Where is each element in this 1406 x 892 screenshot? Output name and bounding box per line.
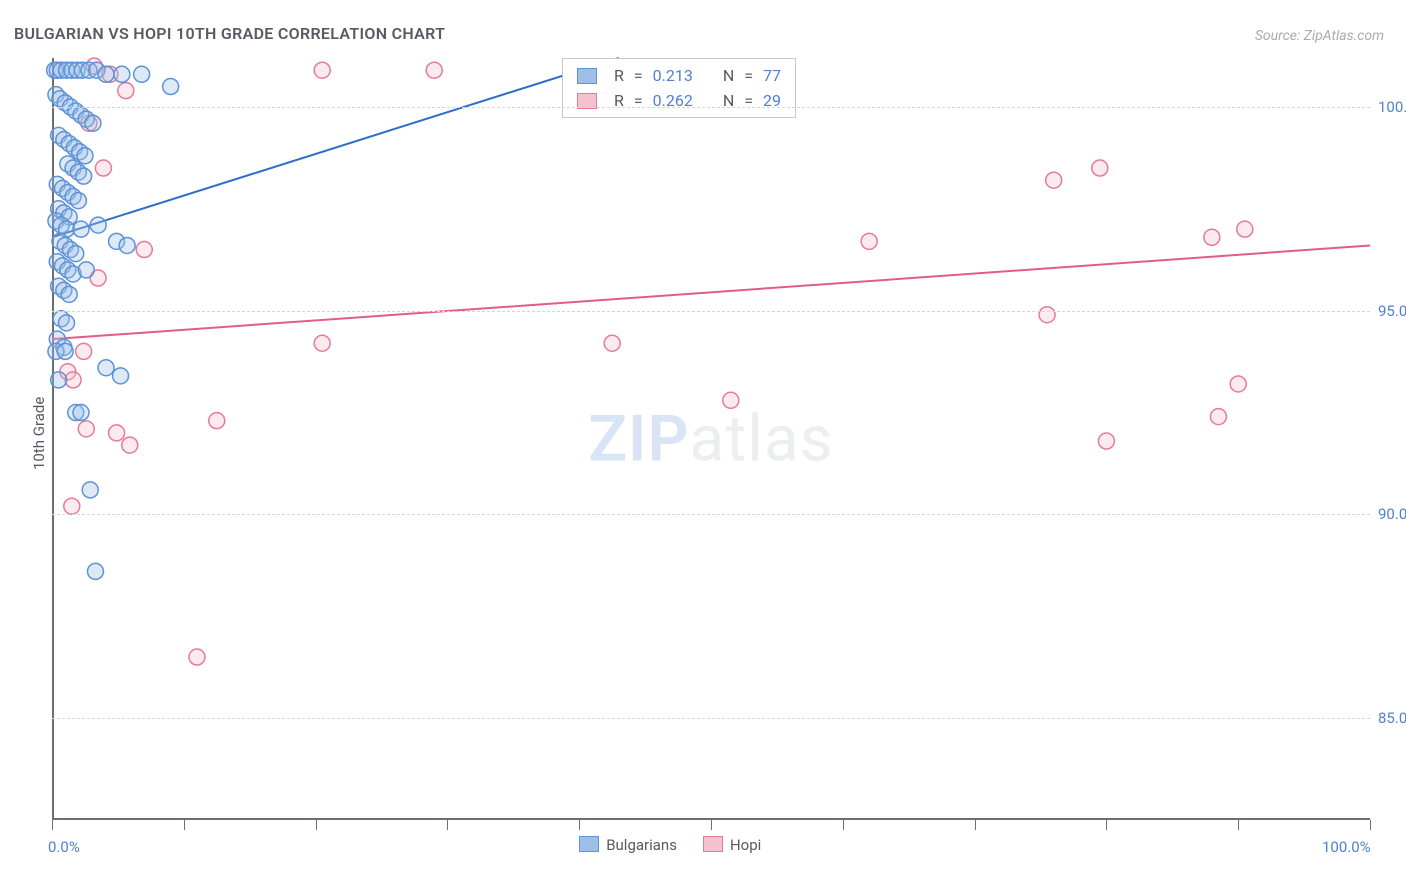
hopi-marker (209, 413, 225, 429)
bulgarians-marker (73, 221, 89, 237)
hopi-marker (64, 498, 80, 514)
plot-svg (52, 58, 1370, 820)
hopi-marker (76, 343, 92, 359)
x-tick (579, 820, 580, 830)
corr-eq: = (744, 66, 753, 85)
corr-r-value-bulgarians: 0.213 (653, 66, 693, 85)
bulgarians-marker (114, 66, 130, 82)
x-tick (711, 820, 712, 830)
legend-item-hopi: Hopi (703, 836, 761, 854)
hopi-marker (109, 425, 125, 441)
hopi-marker (1098, 433, 1114, 449)
bulgarians-marker (98, 360, 114, 376)
bulgarians-marker (70, 193, 86, 209)
hopi-marker (189, 649, 205, 665)
x-tick (975, 820, 976, 830)
hopi-marker (1039, 307, 1055, 323)
bulgarians-marker (68, 246, 84, 262)
bulgarians-trend-line (52, 58, 619, 237)
hopi-marker (314, 335, 330, 351)
bulgarians-marker (119, 237, 135, 253)
corr-r-label: R (614, 66, 624, 85)
corr-n-value-bulgarians: 77 (763, 66, 781, 85)
bulgarians-marker (87, 563, 103, 579)
chart-container: BULGARIAN VS HOPI 10TH GRADE CORRELATION… (0, 0, 1406, 892)
bulgarians-marker (58, 315, 74, 331)
bulgarians-marker (77, 148, 93, 164)
x-tick (52, 820, 53, 830)
hopi-marker (861, 233, 877, 249)
bulgarians-marker (113, 368, 129, 384)
x-axis-min-label: 0.0% (48, 838, 80, 856)
x-tick (447, 820, 448, 830)
legend-item-bulgarians: Bulgarians (579, 836, 677, 854)
legend-label-hopi: Hopi (730, 836, 761, 854)
bulgarians-marker (85, 115, 101, 131)
bulgarians-marker (61, 286, 77, 302)
chart-title: BULGARIAN VS HOPI 10TH GRADE CORRELATION… (14, 24, 445, 43)
hopi-marker (314, 62, 330, 78)
hopi-marker (78, 421, 94, 437)
hopi-marker (1046, 172, 1062, 188)
series-legend: Bulgarians Hopi (579, 836, 761, 854)
hopi-marker (1237, 221, 1253, 237)
legend-swatch-bulgarians (579, 836, 599, 852)
grid-line (52, 311, 1370, 312)
x-axis-max-label: 100.0% (1322, 838, 1371, 856)
corr-swatch-bulgarians (577, 68, 597, 84)
grid-line (52, 514, 1370, 515)
hopi-marker (426, 62, 442, 78)
hopi-marker (1210, 409, 1226, 425)
corr-eq: = (634, 66, 643, 85)
x-tick (1238, 820, 1239, 830)
bulgarians-marker (163, 79, 179, 95)
hopi-marker (95, 160, 111, 176)
bulgarians-marker (76, 168, 92, 184)
x-tick (1370, 820, 1371, 830)
corr-row-hopi: R = 0.262N = 29 (563, 88, 795, 113)
bulgarians-marker (134, 66, 150, 82)
hopi-trend-line (52, 245, 1370, 339)
legend-swatch-hopi (703, 836, 723, 852)
bulgarians-marker (51, 372, 67, 388)
y-tick-label: 90.0% (1378, 505, 1406, 523)
x-tick (843, 820, 844, 830)
hopi-marker (1230, 376, 1246, 392)
y-tick-label: 95.0% (1378, 302, 1406, 320)
bulgarians-marker (73, 405, 89, 421)
hopi-marker (65, 372, 81, 388)
y-tick-label: 100.0% (1378, 98, 1406, 116)
source-label: Source: ZipAtlas.com (1255, 28, 1384, 44)
hopi-marker (723, 392, 739, 408)
bulgarians-marker (78, 262, 94, 278)
bulgarians-marker (57, 343, 73, 359)
correlation-legend: R = 0.213 N = 77 R = 0.262N = 29 (562, 58, 796, 118)
hopi-marker (118, 83, 134, 99)
plot-area: ZIPatlas R = 0.213N = 77R = 0.262N = 29 … (52, 58, 1370, 820)
hopi-marker (1204, 229, 1220, 245)
legend-label-bulgarians: Bulgarians (606, 836, 677, 854)
grid-line (52, 107, 1370, 108)
bulgarians-marker (90, 217, 106, 233)
bulgarians-marker (98, 66, 114, 82)
hopi-marker (136, 242, 152, 258)
hopi-marker (604, 335, 620, 351)
bulgarians-marker (82, 482, 98, 498)
x-tick (1106, 820, 1107, 830)
x-tick (184, 820, 185, 830)
hopi-marker (122, 437, 138, 453)
corr-n-label: N (723, 66, 734, 85)
corr-row-bulgarians: R = 0.213 N = 77 (563, 63, 795, 88)
grid-line (52, 718, 1370, 719)
y-axis-label: 10th Grade (30, 397, 48, 470)
hopi-marker (1092, 160, 1108, 176)
x-tick (316, 820, 317, 830)
y-tick-label: 85.0% (1378, 709, 1406, 727)
